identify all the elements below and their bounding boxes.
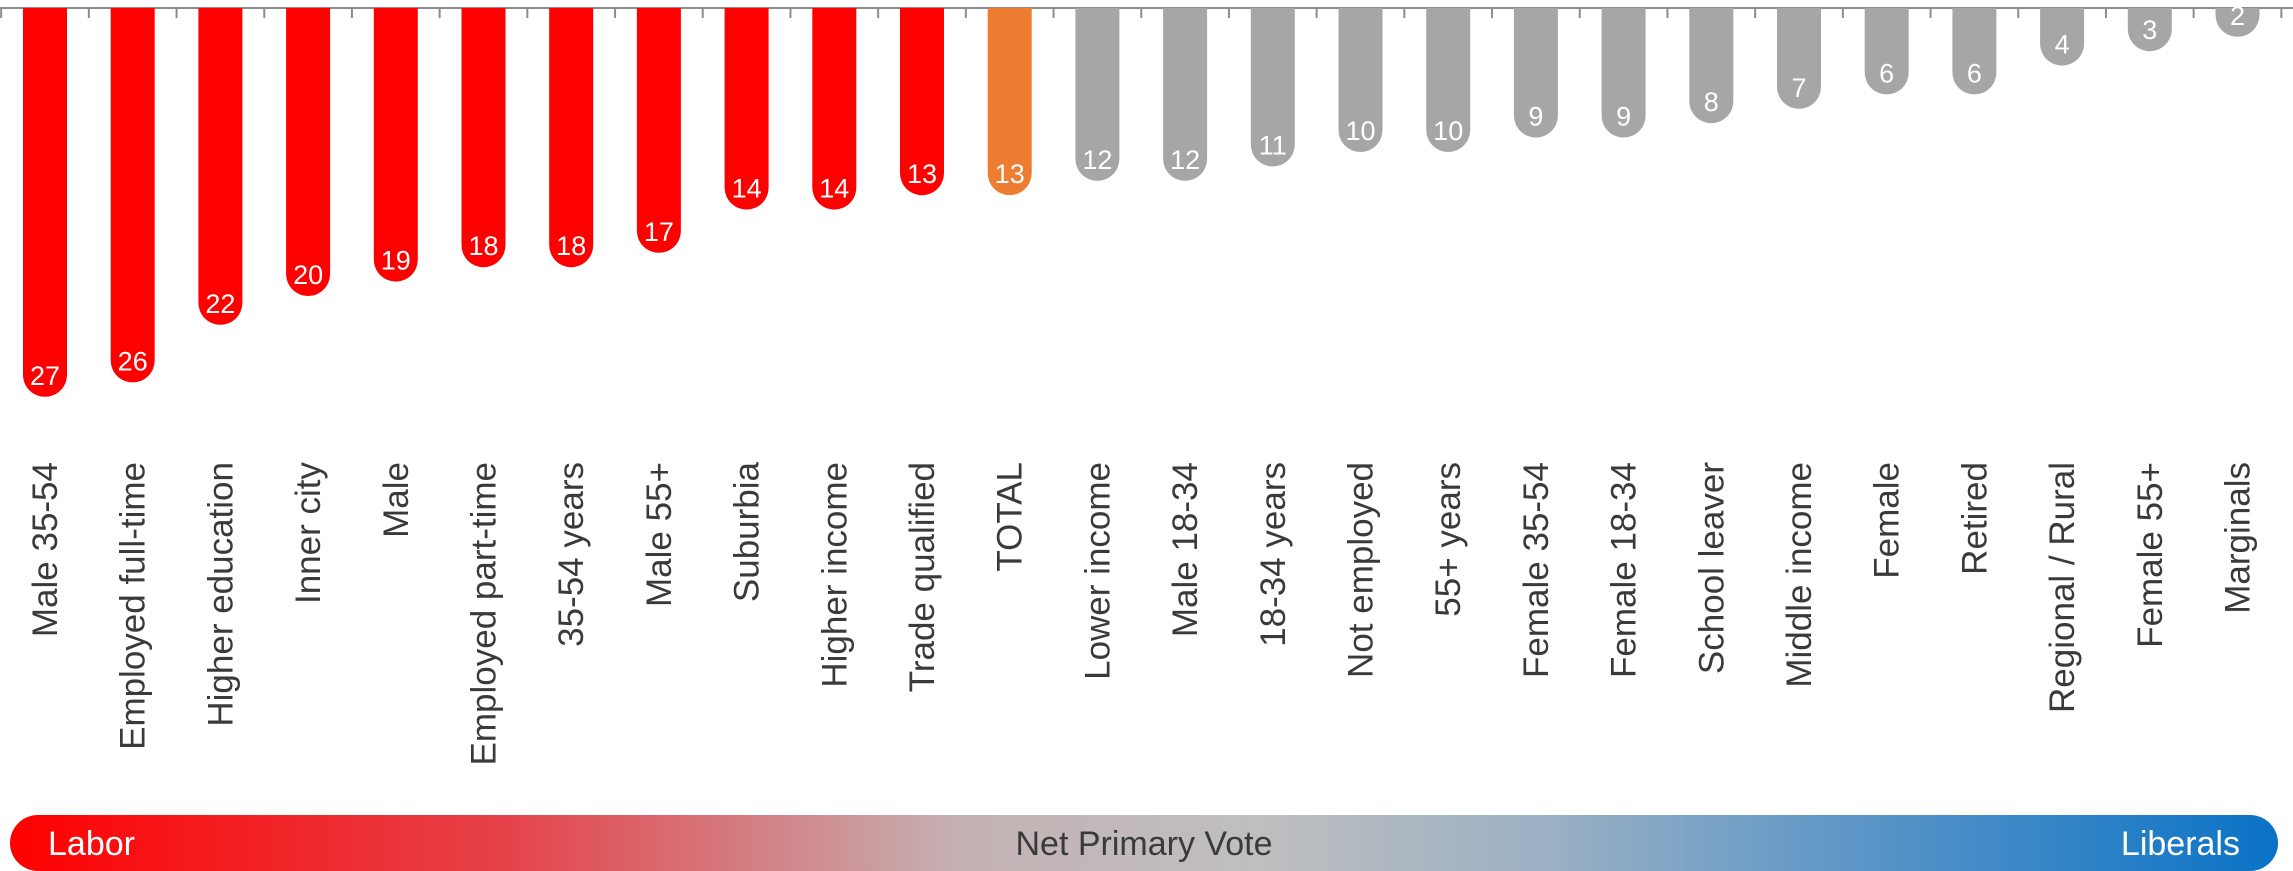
bar: [23, 8, 67, 397]
legend-liberals-label: Liberals: [2120, 825, 2240, 863]
category-label: Trade qualified: [903, 462, 942, 692]
bar-value-label: 10: [1433, 116, 1463, 146]
category-label: 35-54 years: [552, 462, 591, 647]
bar: [1163, 8, 1208, 181]
bar: [110, 8, 155, 383]
net-primary-vote-legend: Labor Net Primary Vote Liberals: [10, 815, 2278, 871]
chart-axis: [0, 7, 2293, 18]
bar: [1601, 8, 1646, 138]
chart-category-labels: Male 35-54 Employed full-time Higher educa…: [26, 461, 2258, 765]
category-label: Employed full-time: [114, 462, 153, 750]
category-label: Higher income: [815, 462, 854, 688]
bar-value-label: 3: [2142, 15, 2157, 45]
bar-value-label: 9: [1616, 102, 1631, 132]
category-label: Suburbia: [728, 461, 767, 602]
bar: [1075, 8, 1120, 181]
bar-value-label: 12: [1082, 145, 1112, 175]
bar: [1513, 8, 1558, 138]
bar: [1338, 8, 1383, 152]
bar-value-label: 7: [1791, 73, 1806, 103]
bar-value-label: 4: [2055, 30, 2070, 60]
bar-value-label: 19: [381, 246, 411, 276]
legend-center-label: Net Primary Vote: [1015, 825, 1273, 863]
bar: [636, 8, 681, 253]
bar-value-label: 27: [30, 361, 60, 391]
bar-value-label: 14: [732, 174, 762, 204]
category-label: Higher education: [201, 462, 240, 727]
bar-value-label: 26: [118, 346, 148, 376]
bar-value-label: 9: [1528, 102, 1543, 132]
category-label: Regional / Rural: [2043, 462, 2082, 713]
bar: [549, 8, 594, 268]
category-label: 18-34 years: [1254, 462, 1293, 647]
category-label: Female 55+: [2131, 462, 2170, 648]
bar: [900, 8, 944, 196]
bar: [1250, 8, 1295, 167]
category-label: Marginals: [2219, 462, 2258, 614]
bar-value-label: 6: [1967, 58, 1982, 88]
bar: [2127, 8, 2172, 52]
category-label: Not employed: [1342, 462, 1381, 678]
category-label: TOTAL: [991, 462, 1030, 572]
bar-value-label: 22: [205, 289, 235, 319]
bar: [1952, 8, 1997, 95]
category-label: Male 18-34: [1166, 462, 1205, 637]
bar-value-label: 11: [1259, 130, 1287, 160]
bar-value-label: 18: [468, 231, 498, 261]
bar-value-label: 6: [1879, 58, 1894, 88]
bar: [987, 8, 1032, 196]
category-label: Lower income: [1078, 462, 1117, 680]
bar-chart: 27 26 22 20 19 18 18 17 14 14 13 13 12 12 11 10 10 9 9 8 7 6 6…: [0, 1, 2293, 766]
category-label: Middle income: [1780, 462, 1819, 688]
bar: [724, 8, 769, 210]
category-label: Retired: [1955, 462, 1994, 575]
bar: [1864, 8, 1909, 95]
bar: [198, 8, 243, 325]
bar-value-label: 13: [907, 159, 937, 189]
category-label: Female 35-54: [1517, 462, 1556, 678]
category-label: Female: [1868, 462, 1907, 579]
bar-value-label: 8: [1704, 87, 1719, 117]
bar-value-label: 13: [995, 159, 1025, 189]
bar-value-label: 12: [1170, 145, 1200, 175]
category-label: Inner city: [289, 462, 328, 604]
bar: [461, 8, 506, 268]
category-label: Female 18-34: [1605, 462, 1644, 678]
bar: [2215, 8, 2260, 37]
category-label: 55+ years: [1429, 462, 1468, 617]
bar-value-label: 18: [556, 231, 586, 261]
bar: [2040, 8, 2085, 66]
bar-value-label: 17: [644, 217, 674, 247]
bar: [812, 8, 857, 210]
category-label: Employed part-time: [465, 462, 504, 765]
category-label: Male 55+: [640, 462, 679, 607]
bar: [1426, 8, 1471, 152]
bar: [373, 8, 418, 282]
chart-bars: 27 26 22 20 19 18 18 17 14 14 13 13 12 12 11 10 10 9 9 8 7 6 6…: [23, 1, 2260, 397]
category-label: School leaver: [1692, 462, 1731, 674]
legend-labor-label: Labor: [48, 825, 135, 863]
bar-value-label: 2: [2230, 1, 2245, 31]
bar-value-label: 10: [1345, 116, 1375, 146]
category-label: Male: [377, 462, 416, 538]
bar-value-label: 14: [819, 174, 849, 204]
category-label: Male 35-54: [26, 462, 65, 637]
bar: [1689, 8, 1734, 124]
bar: [286, 8, 331, 296]
bar-value-label: 20: [293, 260, 323, 290]
bar: [1777, 8, 1821, 109]
